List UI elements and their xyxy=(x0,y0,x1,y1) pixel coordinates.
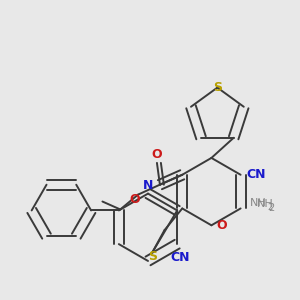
Text: O: O xyxy=(216,219,226,232)
Text: NH: NH xyxy=(250,199,267,208)
Text: NH: NH xyxy=(256,200,273,209)
Text: S: S xyxy=(213,81,222,94)
Text: N: N xyxy=(143,179,153,192)
Text: 2: 2 xyxy=(268,203,273,212)
Text: O: O xyxy=(130,193,140,206)
Text: O: O xyxy=(152,148,162,161)
Text: 2: 2 xyxy=(268,203,274,214)
Text: S: S xyxy=(148,250,157,262)
Text: CN: CN xyxy=(170,251,190,265)
Text: CN: CN xyxy=(247,168,266,181)
